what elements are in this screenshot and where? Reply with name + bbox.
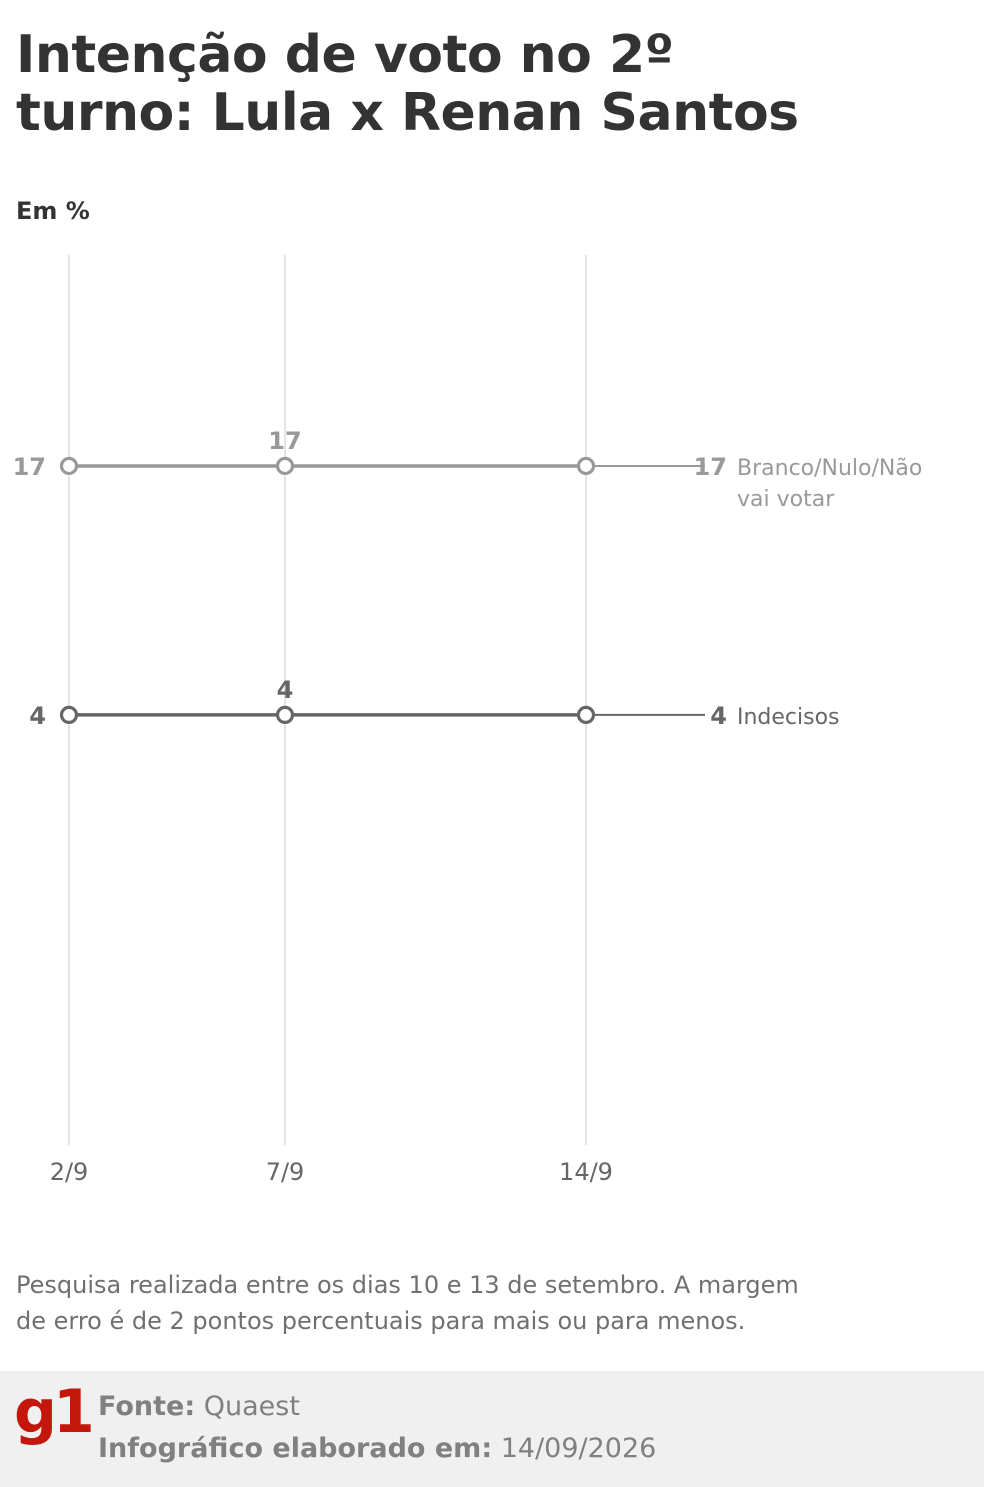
data-point	[576, 456, 596, 476]
chart-title: Intenção de voto no 2º turno: Lula x Ren…	[16, 26, 916, 142]
series-label-4: Indecisos	[737, 705, 840, 730]
line-chart: 2/97/914/9434241Lula (PT)363738Renan San…	[13, 255, 922, 1186]
data-label: 17	[268, 427, 301, 455]
date-line: Infográfico elaborado em: 14/09/2026	[98, 1433, 656, 1464]
x-tick-label: 2/9	[50, 1158, 89, 1186]
data-point	[59, 705, 79, 724]
chart-title-line-2: turno: Lula x Renan Santos	[16, 83, 799, 143]
x-tick-label: 7/9	[266, 1158, 305, 1186]
data-label: 17	[13, 453, 46, 481]
source-line: Fonte: Quaest	[98, 1391, 300, 1422]
unit-label: Em %	[16, 197, 90, 225]
g1-logo: g1	[14, 1377, 95, 1447]
methodology-note: Pesquisa realizada entre os dias 10 e 13…	[16, 1267, 836, 1339]
source-value: Quaest	[203, 1391, 300, 1422]
note-line-2: de erro é de 2 pontos percentuais para m…	[16, 1307, 746, 1335]
source-label: Fonte:	[98, 1391, 196, 1422]
data-point	[275, 705, 295, 724]
chart-title-line-1: Intenção de voto no 2º	[16, 25, 674, 85]
data-label: 17	[694, 453, 727, 481]
x-tick-label: 14/9	[559, 1158, 613, 1186]
data-point	[576, 705, 596, 724]
series-label-3: Branco/Nulo/Não	[737, 456, 922, 481]
data-point	[275, 456, 295, 476]
data-label: 4	[29, 702, 46, 730]
data-label: 4	[710, 702, 727, 730]
date-label: Infográfico elaborado em:	[98, 1433, 493, 1464]
footer: g1 Fonte: Quaest Infográfico elaborado e…	[0, 1371, 984, 1487]
data-point	[59, 456, 79, 476]
series-label-3: vai votar	[737, 487, 835, 512]
note-line-1: Pesquisa realizada entre os dias 10 e 13…	[16, 1271, 799, 1299]
date-value: 14/09/2026	[500, 1433, 657, 1464]
data-label: 4	[277, 676, 294, 704]
